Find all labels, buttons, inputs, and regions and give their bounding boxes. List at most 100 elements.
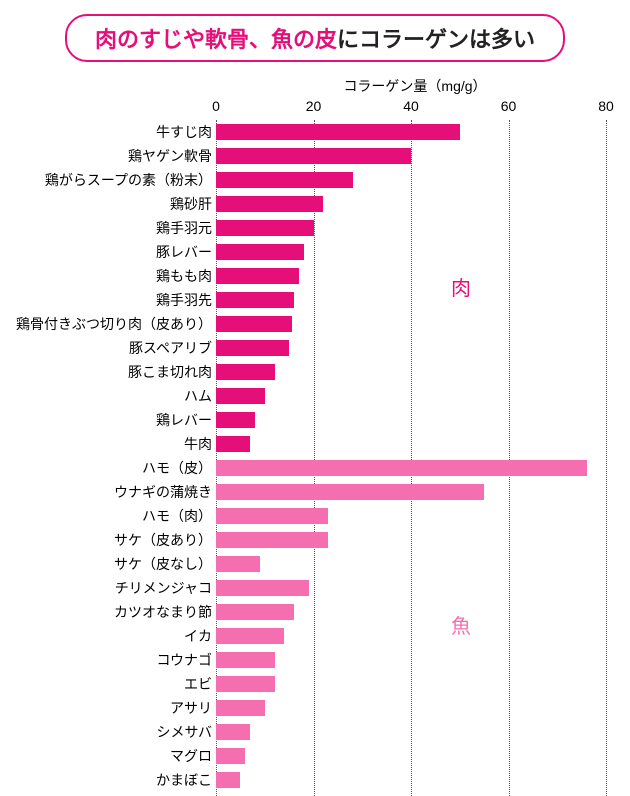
bar-label: マグロ — [12, 746, 212, 766]
bar — [216, 220, 314, 236]
bar-row: 鶏砂肝 — [216, 192, 606, 216]
bar-label: ハモ（肉） — [12, 506, 212, 526]
bar-row: サケ（皮なし） — [216, 552, 606, 576]
bar-row: ウナギの蒲焼き — [216, 480, 606, 504]
bar-label: アサリ — [12, 698, 212, 718]
bar — [216, 196, 323, 212]
bar — [216, 244, 304, 260]
chart-title-box: 肉のすじや軟骨、魚の皮にコラーゲンは多い — [65, 14, 565, 62]
bar — [216, 460, 587, 476]
bar-row: かまぼこ — [216, 768, 606, 792]
bar-row: ハモ（肉） — [216, 504, 606, 528]
bar-label: 鶏ヤゲン軟骨 — [12, 146, 212, 166]
bar — [216, 292, 294, 308]
group-label: 肉 — [451, 272, 471, 301]
bar-row: マグロ — [216, 744, 606, 768]
title-highlight: 肉のすじや軟骨、魚の皮 — [95, 27, 337, 52]
bar — [216, 124, 460, 140]
bar — [216, 508, 328, 524]
bar-label: 豚こま切れ肉 — [12, 362, 212, 382]
bar-row: 鶏もも肉 — [216, 264, 606, 288]
bar — [216, 604, 294, 620]
bar-label: カツオなまり節 — [12, 602, 212, 622]
bar-row: シメサバ — [216, 720, 606, 744]
bar-label: エビ — [12, 674, 212, 694]
title-rest: にコラーゲンは多い — [337, 27, 535, 52]
bar-label: 豚スペアリブ — [12, 338, 212, 358]
bar — [216, 268, 299, 284]
bar-row: 牛肉 — [216, 432, 606, 456]
bar — [216, 652, 275, 668]
x-ticks: 020406080 — [216, 98, 606, 120]
bar-row: 豚こま切れ肉 — [216, 360, 606, 384]
bar-label: 鶏手羽元 — [12, 218, 212, 238]
x-tick-label: 60 — [501, 98, 517, 114]
bar-row: 豚レバー — [216, 240, 606, 264]
bar-row: チリメンジャコ — [216, 576, 606, 600]
x-axis-label: コラーゲン量（mg/g） — [216, 76, 614, 96]
bar-row: イカ — [216, 624, 606, 648]
bar — [216, 580, 309, 596]
bar-row: 鶏手羽先 — [216, 288, 606, 312]
bar-label: シメサバ — [12, 722, 212, 742]
chart-container: コラーゲン量（mg/g） 0 20 40 60 80 肉 牛すじ肉鶏ヤゲン軟骨鶏がらスープ… — [16, 76, 614, 792]
bar — [216, 148, 411, 164]
bar-row: カツオなまり節 — [216, 600, 606, 624]
bar-label: 鶏砂肝 — [12, 194, 212, 214]
bar-label: 牛肉 — [12, 434, 212, 454]
bar — [216, 388, 265, 404]
bar-row: 豚スペアリブ — [216, 336, 606, 360]
bar-label: 鶏がらスープの素（粉末） — [12, 170, 212, 190]
bar — [216, 532, 328, 548]
bar-row: エビ — [216, 672, 606, 696]
x-tick-label: 80 — [598, 98, 614, 114]
bar-label: イカ — [12, 626, 212, 646]
bar-row: 鶏レバー — [216, 408, 606, 432]
bar — [216, 676, 275, 692]
bar-label: 鶏手羽先 — [12, 290, 212, 310]
bar-label: サケ（皮なし） — [12, 554, 212, 574]
group-label: 魚 — [451, 610, 471, 639]
bar-label: ハモ（皮） — [12, 458, 212, 478]
bar-row: コウナゴ — [216, 648, 606, 672]
bar-row: 鶏がらスープの素（粉末） — [216, 168, 606, 192]
bar-row: アサリ — [216, 696, 606, 720]
bar-row: 牛すじ肉 — [216, 120, 606, 144]
bars-region: 肉 牛すじ肉鶏ヤゲン軟骨鶏がらスープの素（粉末）鶏砂肝鶏手羽元豚レバー鶏もも肉鶏手… — [216, 120, 606, 792]
bar-label: ハム — [12, 386, 212, 406]
x-gridline — [606, 120, 607, 796]
x-tick-label: 0 — [212, 98, 220, 114]
bar-label: サケ（皮あり） — [12, 530, 212, 550]
bar-row: ハム — [216, 384, 606, 408]
bar — [216, 724, 250, 740]
bar-row: 鶏骨付きぶつ切り肉（皮あり） — [216, 312, 606, 336]
bar — [216, 436, 250, 452]
bar — [216, 316, 292, 332]
bar — [216, 556, 260, 572]
bar-label: 鶏レバー — [12, 410, 212, 430]
bar-row: 鶏手羽元 — [216, 216, 606, 240]
bar-label: コウナゴ — [12, 650, 212, 670]
bar — [216, 700, 265, 716]
bar-label: かまぼこ — [12, 770, 212, 790]
bar-label: 豚レバー — [12, 242, 212, 262]
bar-label: 鶏骨付きぶつ切り肉（皮あり） — [12, 314, 212, 334]
bar-label: チリメンジャコ — [12, 578, 212, 598]
bar — [216, 172, 353, 188]
bar-row: ハモ（皮） — [216, 456, 606, 480]
bar-row: サケ（皮あり） — [216, 528, 606, 552]
bar-row: 鶏ヤゲン軟骨 — [216, 144, 606, 168]
bar — [216, 748, 245, 764]
bar-label: 鶏もも肉 — [12, 266, 212, 286]
bar — [216, 364, 275, 380]
bar-label: ウナギの蒲焼き — [12, 482, 212, 502]
plot-area: 020406080 肉牛すじ肉鶏ヤゲン軟骨鶏がらスープの素（粉末）鶏砂肝鶏手羽元… — [216, 98, 606, 792]
x-tick-label: 20 — [306, 98, 322, 114]
bar — [216, 772, 240, 788]
bar-label: 牛すじ肉 — [12, 122, 212, 142]
bar — [216, 412, 255, 428]
x-tick-label: 40 — [403, 98, 419, 114]
bar — [216, 484, 484, 500]
bar — [216, 628, 284, 644]
bar — [216, 340, 289, 356]
